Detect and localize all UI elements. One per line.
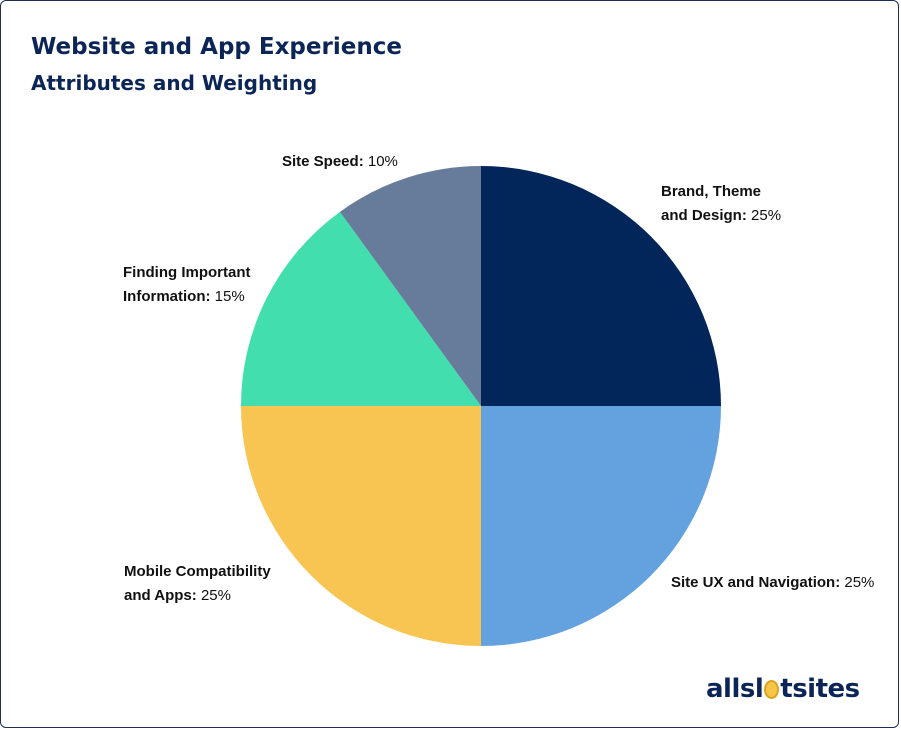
allslotsites-logo: allsl tsites (706, 674, 860, 704)
slice-name-line: Mobile Compatibility (124, 563, 271, 580)
slice-label-site-speed: Site Speed: 10% (282, 150, 398, 174)
slice-name-line: Information: (123, 288, 211, 305)
logo-text-start: allsl (706, 674, 764, 704)
slice-value: 25% (200, 587, 231, 604)
slice-name-line: Site Speed: (282, 153, 364, 170)
coin-icon (764, 680, 780, 699)
slice-label-brand-theme-design: Brand, Theme and Design: 25% (661, 180, 781, 228)
slice-value: 15% (214, 288, 245, 305)
slice-name-line: Site UX and Navigation: (671, 574, 841, 591)
slice-value: 25% (844, 574, 875, 591)
pie-slice-brand-theme-and-design (481, 166, 721, 406)
chart-subtitle: Attributes and Weighting (31, 71, 318, 95)
pie-slice-site-ux-and-navigation (481, 406, 721, 646)
slice-value: 10% (367, 153, 398, 170)
pie-slice-site-speed (339, 166, 481, 406)
slice-label-finding-important-information: Finding Important Information: 15% (123, 261, 250, 309)
slice-value: 25% (751, 207, 782, 224)
pie-slice-finding-important-information (241, 211, 481, 406)
logo-text-end: tsites (780, 674, 860, 704)
slice-name-line: Brand, Theme (661, 183, 762, 200)
slice-label-site-ux-navigation: Site UX and Navigation: 25% (671, 571, 874, 595)
slice-label-mobile-compatibility-apps: Mobile Compatibility and Apps: 25% (124, 560, 271, 608)
slice-name-line: Finding Important (123, 264, 251, 281)
slice-name-line: and Design: (661, 207, 747, 224)
slice-name-line: and Apps: (124, 587, 197, 604)
pie-slice-mobile-compatibility-and-apps (241, 406, 481, 646)
chart-title: Website and App Experience (31, 34, 402, 60)
